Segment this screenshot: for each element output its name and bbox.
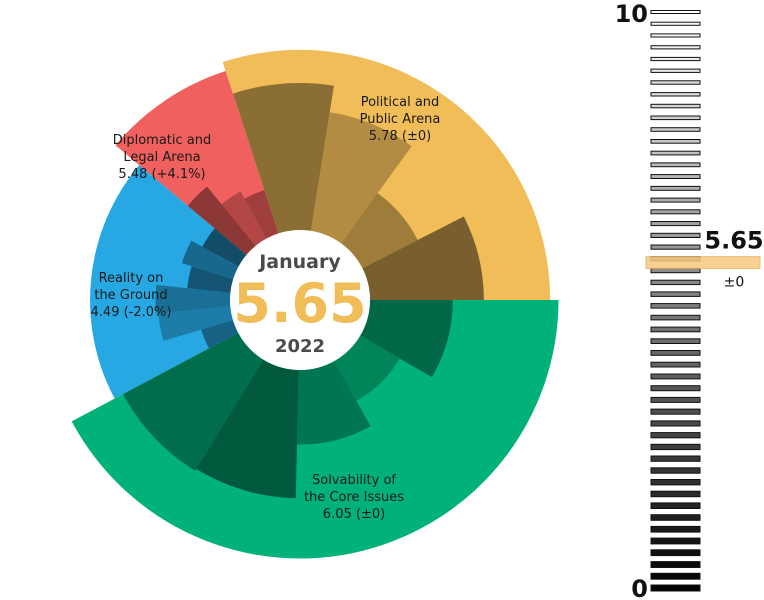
segment-label-line: Legal Arena — [123, 150, 200, 165]
scale-bar — [650, 139, 701, 144]
scale-bar — [650, 174, 701, 180]
segment-label: Diplomatic and Legal Arena 5.48 (+4.1%) — [113, 133, 212, 182]
sub-segment-solvability-of-the-core-issues — [334, 335, 400, 401]
scale-bar — [650, 549, 701, 557]
scale-bar — [650, 21, 701, 26]
segment-label: Reality on the Ground 4.49 (-2.0%) — [91, 271, 172, 320]
sub-segment-reality-on-the-ground — [201, 320, 239, 349]
scale-bar — [650, 115, 701, 121]
scale-bar — [650, 279, 701, 286]
scale-bar — [650, 455, 701, 462]
scale-bar — [650, 150, 701, 156]
scale-min-label: 0 — [631, 575, 648, 600]
sub-segment-political-and-public-arena — [341, 193, 418, 269]
scale-bar — [650, 127, 701, 132]
sub-segment-reality-on-the-ground — [155, 284, 231, 314]
scale-bar — [650, 232, 701, 239]
scale-bar — [650, 68, 701, 73]
scale-bar — [650, 572, 701, 580]
sub-segment-reality-on-the-ground — [181, 240, 239, 280]
scale-bar — [650, 584, 701, 592]
sub-segment-political-and-public-arena — [311, 112, 412, 244]
sub-segment-political-and-public-arena — [233, 83, 334, 234]
segment-label: Political and Public Arena 5.78 (±0) — [360, 95, 441, 144]
segment-labels: Political and Public Arena 5.78 (±0) Diplom… — [91, 95, 441, 522]
segment-label-line: Diplomatic and — [113, 133, 212, 148]
center-month: January — [257, 251, 341, 273]
scale-bar — [650, 185, 701, 191]
sub-segment-reality-on-the-ground — [202, 228, 247, 267]
scale-bar — [650, 514, 701, 521]
scale-bar — [650, 361, 701, 368]
scale-bar — [650, 103, 701, 109]
scale-bar — [650, 350, 701, 356]
scale-bar — [650, 291, 701, 297]
sub-segment-reality-on-the-ground — [158, 306, 233, 341]
scale-bar — [650, 221, 701, 227]
scale-bar — [650, 396, 701, 403]
sub-segment-diplomatic-and-legal-arena — [187, 186, 256, 255]
scale-bar — [650, 80, 701, 85]
center-year: 2022 — [275, 336, 325, 357]
segment-label-line: 5.78 (±0) — [369, 129, 431, 144]
sub-segment-diplomatic-and-legal-arena — [244, 190, 279, 239]
segment-label: Solvability of the Core Issues 6.05 (±0) — [304, 473, 404, 522]
scale-bar — [650, 244, 701, 250]
scale-bar — [650, 162, 701, 168]
scale-bar — [650, 408, 701, 415]
scale-bar — [650, 56, 701, 62]
scale-bar — [650, 490, 701, 498]
scale-bar — [650, 45, 701, 50]
scale-bar — [650, 303, 701, 309]
scale-bar — [650, 314, 701, 321]
scale-bar — [650, 537, 701, 545]
scale-bar — [650, 432, 701, 439]
scale-bar — [650, 10, 701, 14]
segment-label-line: 5.48 (+4.1%) — [118, 167, 205, 182]
scale-bar — [650, 385, 701, 392]
scale-bar — [650, 338, 701, 344]
scale-bar — [650, 561, 701, 568]
scale-bar — [650, 502, 701, 509]
segment-label-line: Solvability of — [312, 473, 396, 488]
scale-value-label: 5.65 — [704, 227, 763, 255]
scale-bar — [650, 479, 701, 486]
scale-bar — [650, 373, 701, 380]
center-disc — [230, 230, 370, 370]
segment-label-line: the Core Issues — [304, 490, 404, 505]
scale-bar — [650, 209, 701, 215]
scale-value-marker — [645, 256, 761, 270]
sub-segment-diplomatic-and-legal-arena — [221, 191, 267, 246]
sub-segment-reality-on-the-ground — [187, 266, 234, 293]
scale-bar — [650, 525, 701, 533]
center-value: 5.65 — [233, 272, 366, 335]
scale-bar — [650, 197, 701, 203]
scale-bar — [650, 420, 701, 427]
segment-label-line: the Ground — [94, 288, 167, 303]
scale-bars — [650, 10, 701, 592]
sub-segment-solvability-of-the-core-issues — [297, 361, 371, 445]
scale-bar — [650, 326, 701, 333]
segment-label-line: 6.05 (±0) — [323, 507, 385, 522]
sub-segment-solvability-of-the-core-issues — [123, 332, 264, 471]
sub-segment-political-and-public-arena — [362, 216, 484, 300]
scale-bar — [650, 443, 701, 451]
segment-label-line: Public Arena — [360, 112, 441, 127]
scale-bar — [650, 467, 701, 474]
segment-label-line: Political and — [361, 95, 440, 110]
scale-change-label: ±0 — [724, 275, 745, 291]
inner-sub-segments — [123, 83, 484, 499]
sub-segment-solvability-of-the-core-issues — [196, 359, 299, 499]
segment-label-line: 4.49 (-2.0%) — [91, 305, 172, 320]
scale-max-label: 10 — [615, 0, 648, 28]
scale-bar — [650, 33, 701, 38]
segment-label-line: Reality on — [99, 271, 164, 286]
score-scale: 10 0 5.65 ±0 — [615, 0, 764, 600]
scale-bar — [650, 92, 701, 97]
sub-segment-solvability-of-the-core-issues — [360, 300, 453, 378]
